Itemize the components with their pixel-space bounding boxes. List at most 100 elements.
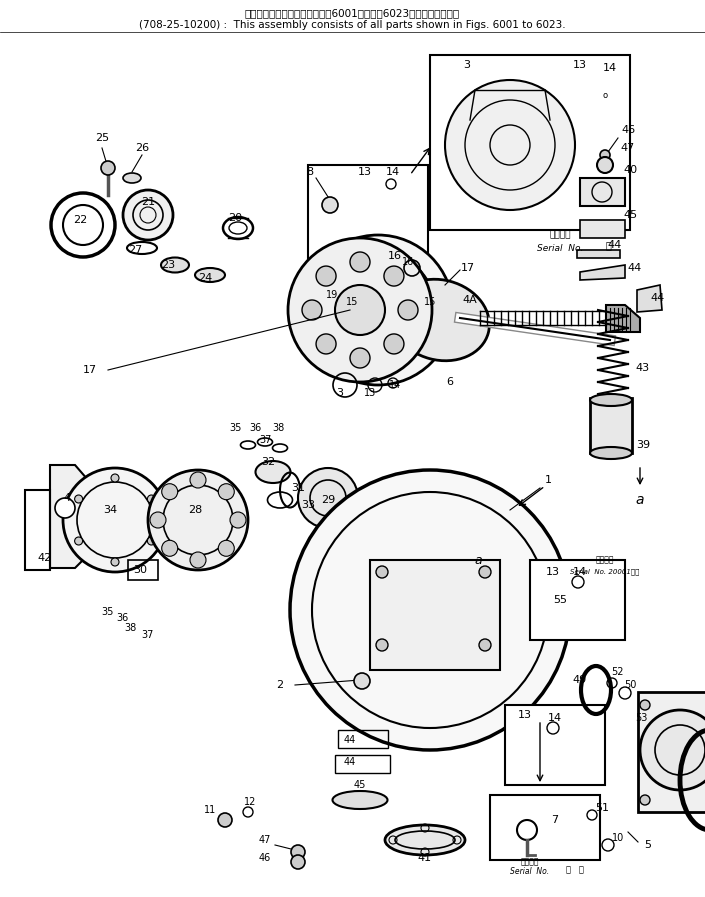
Circle shape	[219, 540, 234, 556]
Text: 34: 34	[103, 505, 117, 515]
Bar	[580, 220, 625, 238]
Text: 1: 1	[544, 475, 551, 485]
Circle shape	[123, 190, 173, 240]
Circle shape	[384, 334, 404, 354]
Circle shape	[147, 495, 155, 503]
Text: 13: 13	[573, 60, 587, 70]
Text: 46: 46	[259, 853, 271, 863]
Bar	[530, 560, 625, 640]
Circle shape	[111, 474, 119, 482]
Bar	[590, 398, 632, 453]
Text: 38: 38	[272, 423, 284, 433]
Bar	[308, 165, 428, 350]
Text: 30: 30	[133, 565, 147, 575]
Text: 24: 24	[198, 273, 212, 283]
Circle shape	[316, 266, 336, 286]
Circle shape	[354, 673, 370, 689]
Text: 35: 35	[101, 607, 114, 617]
Text: 25: 25	[95, 133, 109, 143]
Circle shape	[219, 483, 234, 500]
Text: 32: 32	[261, 457, 275, 467]
Polygon shape	[577, 250, 620, 258]
Text: 13: 13	[358, 167, 372, 177]
Circle shape	[291, 855, 305, 869]
Text: 20: 20	[228, 213, 242, 223]
Circle shape	[322, 197, 338, 213]
Bar	[580, 178, 625, 206]
Polygon shape	[637, 285, 662, 312]
Circle shape	[230, 512, 246, 528]
Text: 28: 28	[188, 505, 202, 515]
Text: 16: 16	[402, 257, 414, 267]
Circle shape	[350, 252, 370, 272]
Text: 13: 13	[364, 388, 376, 398]
Text: 43: 43	[636, 363, 650, 373]
Text: 47: 47	[621, 143, 635, 153]
Text: 15: 15	[424, 297, 436, 307]
Circle shape	[190, 552, 206, 568]
Text: 44: 44	[651, 293, 665, 303]
Circle shape	[147, 537, 155, 545]
Text: 41: 41	[418, 853, 432, 863]
Text: 36: 36	[249, 423, 261, 433]
Text: 4: 4	[63, 493, 70, 503]
Text: ・   ～: ・ ～	[566, 866, 584, 875]
Circle shape	[398, 300, 418, 320]
Text: 8: 8	[307, 167, 314, 177]
Text: 29: 29	[321, 495, 335, 505]
Text: 37: 37	[142, 630, 154, 640]
Text: a: a	[474, 553, 482, 567]
Circle shape	[376, 639, 388, 651]
Circle shape	[640, 795, 650, 805]
Bar	[638, 692, 705, 812]
Circle shape	[63, 468, 167, 572]
Text: 22: 22	[73, 215, 87, 225]
Text: 適用号等: 適用号等	[521, 858, 539, 867]
Circle shape	[190, 472, 206, 488]
Text: 27: 27	[128, 245, 142, 255]
Circle shape	[302, 300, 322, 320]
Text: 16: 16	[388, 251, 402, 261]
Text: 45: 45	[354, 780, 366, 790]
Text: 送用号等: 送用号等	[596, 555, 614, 564]
Text: 14: 14	[386, 167, 400, 177]
Circle shape	[316, 334, 336, 354]
Circle shape	[298, 468, 358, 528]
Text: 47: 47	[259, 835, 271, 845]
Text: 49: 49	[573, 675, 587, 685]
Text: 14: 14	[389, 380, 401, 390]
Text: 5: 5	[644, 840, 651, 850]
Text: 3: 3	[336, 388, 343, 398]
Circle shape	[218, 813, 232, 827]
Polygon shape	[606, 305, 640, 332]
Text: 35: 35	[229, 423, 241, 433]
Circle shape	[290, 470, 570, 750]
Text: 42: 42	[38, 553, 52, 563]
Circle shape	[640, 710, 705, 790]
Ellipse shape	[161, 257, 189, 273]
Bar	[430, 55, 630, 230]
Text: 51: 51	[595, 803, 609, 813]
Bar	[505, 705, 605, 785]
Polygon shape	[580, 265, 625, 280]
Circle shape	[148, 470, 248, 570]
Circle shape	[288, 238, 432, 382]
Text: 44: 44	[608, 240, 622, 250]
Text: このアセンブリの構成部品は図6001図から図6023図まで含みます。: このアセンブリの構成部品は図6001図から図6023図まで含みます。	[245, 8, 460, 18]
Circle shape	[376, 566, 388, 578]
Text: 14: 14	[548, 713, 562, 723]
Text: 21: 21	[141, 197, 155, 207]
Circle shape	[55, 498, 75, 518]
Text: 26: 26	[135, 143, 149, 153]
Text: 12: 12	[244, 797, 256, 807]
Circle shape	[445, 80, 575, 210]
Circle shape	[75, 537, 82, 545]
Text: 38: 38	[124, 623, 136, 633]
Text: 31: 31	[291, 483, 305, 493]
Ellipse shape	[195, 268, 225, 282]
Circle shape	[479, 566, 491, 578]
Circle shape	[335, 285, 385, 335]
Text: 13: 13	[546, 567, 560, 577]
Text: a: a	[636, 493, 644, 507]
Text: 52: 52	[611, 667, 623, 677]
